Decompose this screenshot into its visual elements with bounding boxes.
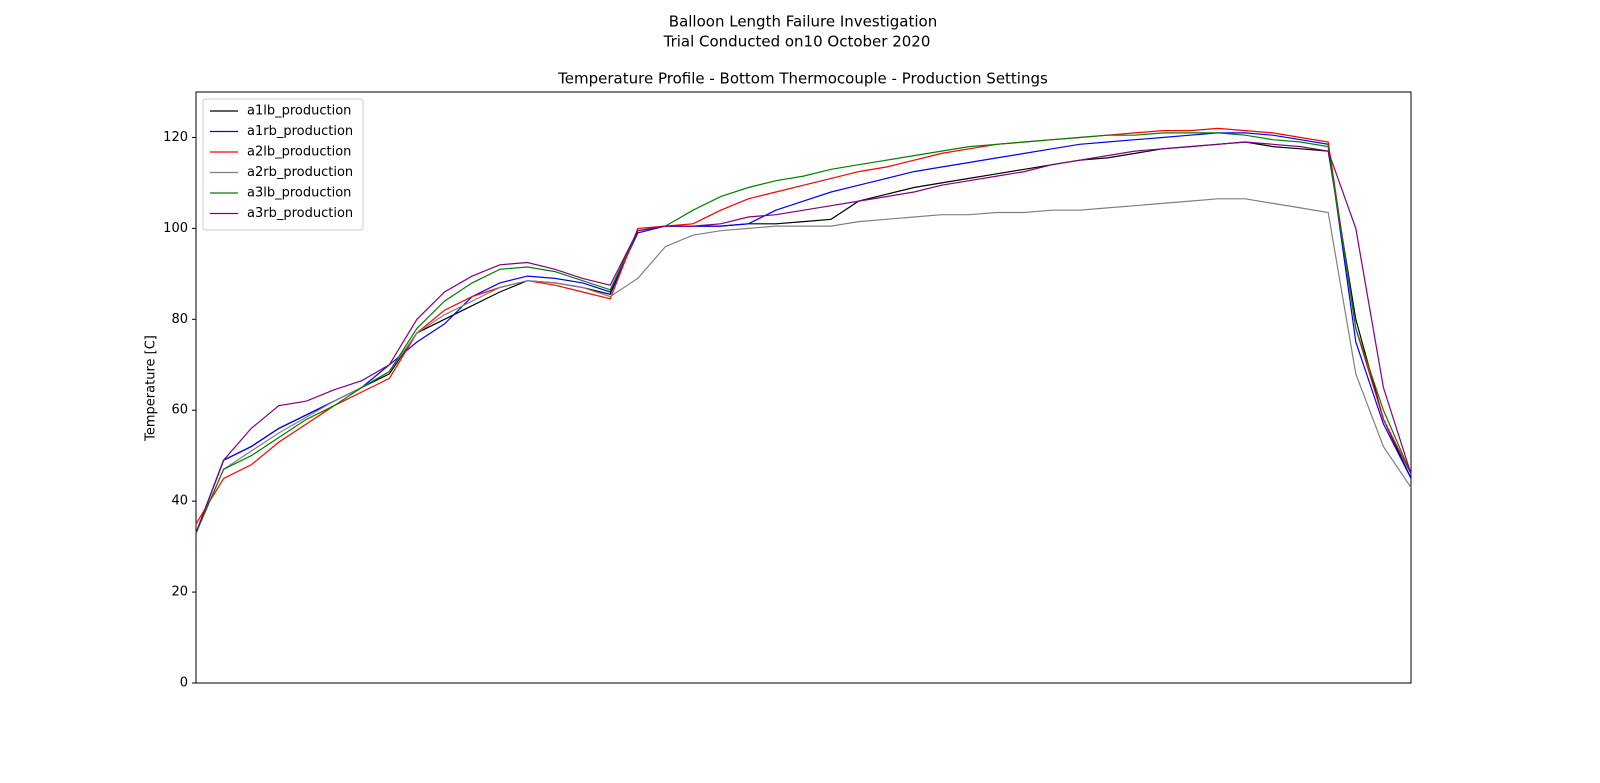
series-line	[195, 198, 1412, 534]
axes-title: Temperature Profile - Bottom Thermocoupl…	[557, 70, 1048, 88]
chart-title: Balloon Length Failure Investigation	[669, 13, 937, 31]
legend-box	[202, 98, 364, 231]
y-tick-label: 40	[171, 494, 188, 509]
y-tick-label: 120	[163, 130, 188, 145]
legend-label: a3rb_production	[247, 206, 353, 221]
legend-label: a2lb_production	[247, 145, 351, 160]
legend: a1lb_production a1rb_production a2lb_produ…	[202, 98, 364, 231]
y-axis-label: Temperature [C]	[144, 335, 159, 442]
series-line	[195, 141, 1412, 534]
plot-frame	[195, 91, 1412, 684]
legend-label: a1lb_production	[247, 104, 351, 119]
legend-label: a2rb_production	[247, 165, 353, 180]
y-tick-label: 20	[171, 585, 188, 600]
chart-subtitle: Trial Conducted on10 October 2020	[663, 33, 931, 51]
series-line	[195, 132, 1412, 534]
series-line	[195, 132, 1412, 534]
legend-label: a3lb_production	[247, 186, 351, 201]
series-line	[195, 127, 1412, 525]
y-tick-label: 0	[180, 676, 188, 691]
legend-label: a1rb_production	[247, 124, 353, 139]
y-tick-label: 100	[163, 221, 188, 236]
y-tick-label: 60	[171, 403, 188, 418]
y-tick-label: 80	[171, 312, 188, 327]
